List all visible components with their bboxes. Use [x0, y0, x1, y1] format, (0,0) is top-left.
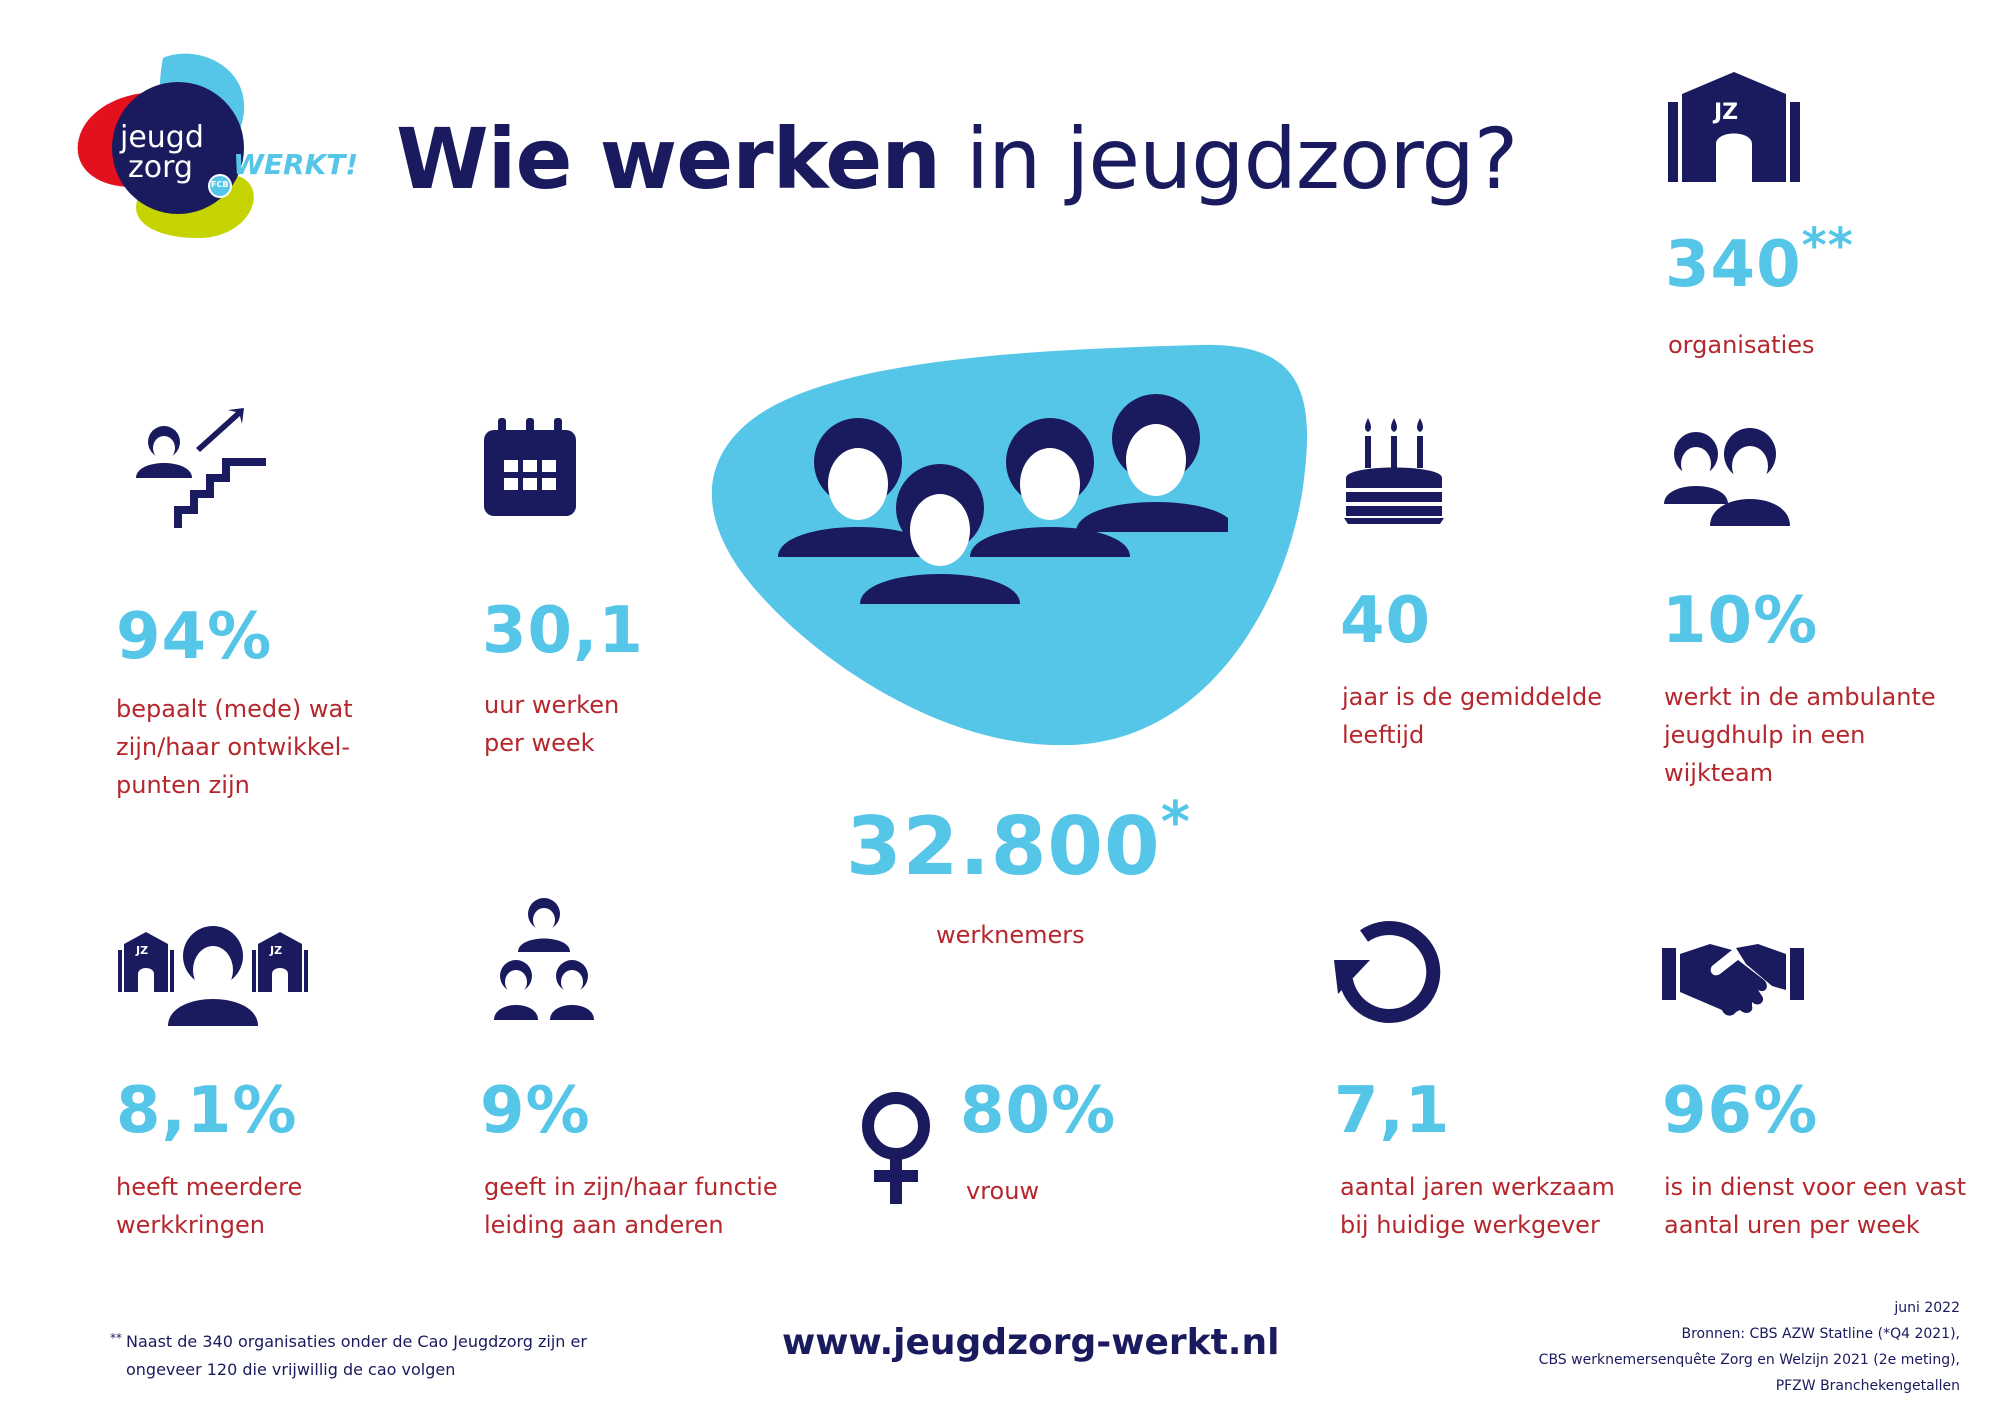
stat-tenure-value: 7,1 — [1334, 1074, 1451, 1148]
logo-blobs — [77, 53, 254, 238]
hierarchy-people-icon — [494, 896, 594, 1020]
organisations-mark: ** — [1801, 218, 1854, 274]
birthday-cake-icon — [1344, 418, 1444, 524]
handshake-icon — [1662, 940, 1804, 1018]
employees-value: 32.800* — [846, 790, 1191, 893]
logo-line1: jeugd — [120, 120, 204, 155]
employees-label: werknemers — [936, 921, 1085, 949]
calendar-icon — [484, 418, 576, 516]
stat-hours-value: 30,1 — [482, 594, 644, 668]
stat-age-line2: leeftijd — [1342, 721, 1425, 749]
employees-group-icon — [778, 392, 1228, 612]
footnote-line1: Naast de 340 organisaties onder de Cao J… — [126, 1332, 587, 1351]
organisations-label: organisaties — [1668, 331, 1815, 359]
sources-line1: Bronnen: CBS AZW Statline (*Q4 2021), — [1681, 1326, 1961, 1342]
logo-suffix: WERKT! — [233, 148, 359, 181]
staircase-person-icon — [136, 408, 266, 528]
stat-career-line2: zijn/haar ontwikkel- — [116, 733, 350, 761]
page-title: Wie werken in jeugdzorg? — [396, 110, 1519, 208]
title-light: in jeugdzorg? — [965, 110, 1519, 208]
stat-age-line1: jaar is de gemiddelde — [1342, 683, 1602, 711]
logo-line2: zorg — [128, 150, 193, 185]
stat-career-value: 94% — [116, 600, 273, 674]
logo-badge: FCB — [211, 180, 229, 189]
stat-career-line1: bepaalt (mede) wat — [116, 695, 353, 723]
organisation-building-icon — [1668, 72, 1800, 182]
female-symbol-icon — [860, 1092, 932, 1204]
employees-number: 32.800 — [846, 800, 1161, 893]
building-left-text: JZ — [136, 944, 149, 957]
stat-tenure-line2: bij huidige werkgever — [1340, 1211, 1600, 1239]
stat-female-value: 80% — [960, 1074, 1117, 1148]
stat-lead-value: 9% — [480, 1074, 591, 1148]
stat-ambulant-line1: werkt in de ambulante — [1664, 683, 1936, 711]
stat-fixed-line2: aantal uren per week — [1664, 1211, 1920, 1239]
footnote-line2: ongeveer 120 die vrijwillig de cao volge… — [126, 1360, 456, 1379]
stat-hours-line1: uur werken — [484, 691, 620, 719]
employees-mark: * — [1160, 790, 1192, 855]
stat-multiple-line2: werkkringen — [116, 1211, 266, 1239]
stat-ambulant-line2: jeugdhulp in een — [1664, 721, 1866, 749]
stat-lead-line2: leiding aan anderen — [484, 1211, 724, 1239]
stat-female-line1: vrouw — [966, 1177, 1040, 1205]
sources-line3: PFZW Branchekengetallen — [1775, 1378, 1960, 1394]
organisations-number: 340 — [1665, 228, 1802, 302]
stat-tenure-line1: aantal jaren werkzaam — [1340, 1173, 1615, 1201]
organisation-building-text: JZ — [1714, 100, 1739, 125]
stat-career-line3: punten zijn — [116, 771, 250, 799]
stat-ambulant-value: 10% — [1662, 584, 1819, 658]
stat-age-value: 40 — [1340, 584, 1432, 658]
stat-fixed-line1: is in dienst voor een vast — [1664, 1173, 1966, 1201]
stat-hours-line2: per week — [484, 729, 595, 757]
stat-multiple-value: 8,1% — [116, 1074, 298, 1148]
website-link[interactable]: www.jeugdzorg-werkt.nl — [782, 1322, 1280, 1363]
stat-lead-line1: geeft in zijn/haar functie — [484, 1173, 778, 1201]
two-people-icon — [1664, 424, 1794, 526]
sources-date: juni 2022 — [1894, 1300, 1960, 1316]
stat-ambulant-line3: wijkteam — [1664, 759, 1774, 787]
title-bold: Wie werken — [396, 110, 941, 208]
stat-fixed-value: 96% — [1662, 1074, 1819, 1148]
refresh-arrow-icon — [1334, 918, 1442, 1026]
building-right-text: JZ — [270, 944, 283, 957]
person-between-buildings-icon — [118, 926, 308, 1026]
footnote-mark: ** — [110, 1331, 122, 1345]
organisations-value: 340** — [1665, 218, 1854, 302]
stat-multiple-line1: heeft meerdere — [116, 1173, 303, 1201]
logo: jeugd zorg FCB WERKT! — [68, 48, 358, 248]
sources-line2: CBS werknemersenquête Zorg en Welzijn 20… — [1538, 1352, 1960, 1368]
